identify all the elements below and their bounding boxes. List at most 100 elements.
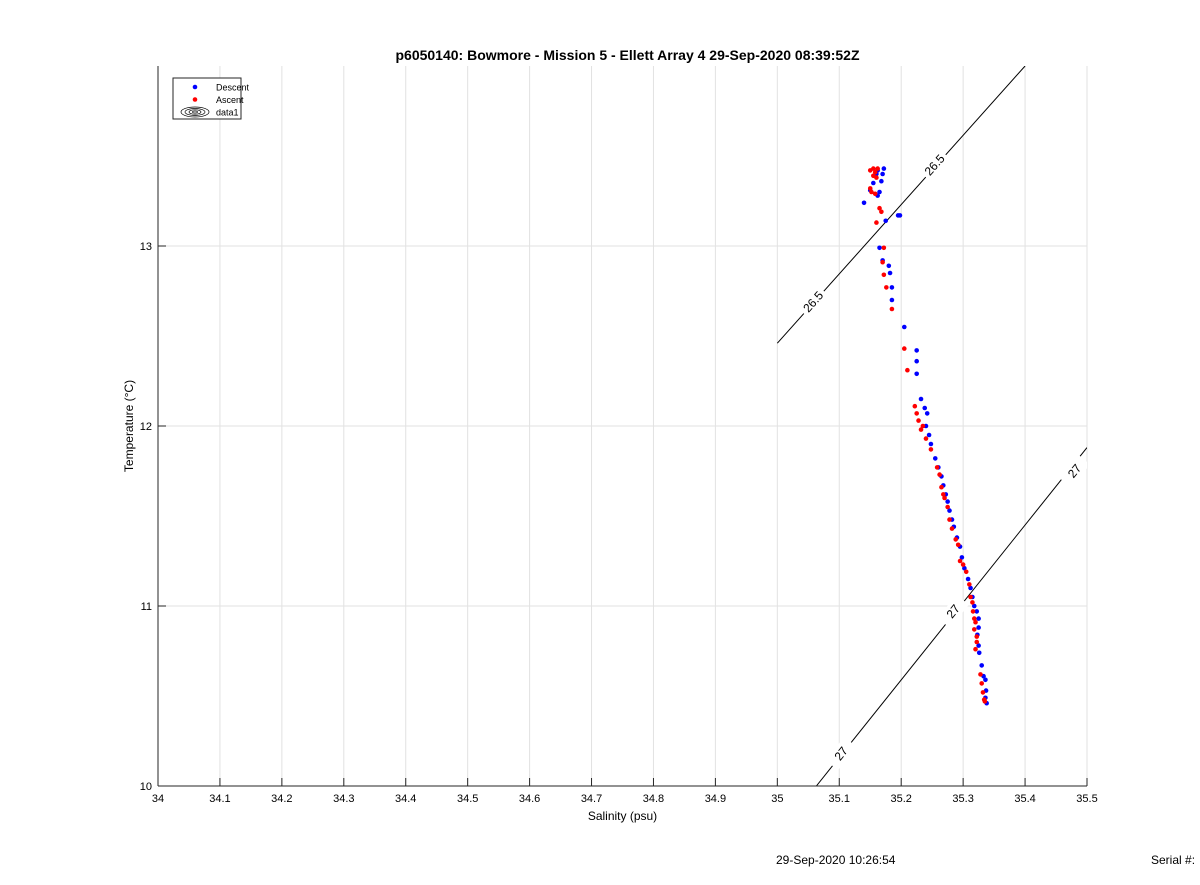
footer-timestamp: 29-Sep-2020 10:26:54 — [776, 853, 896, 867]
data-point-descent — [976, 625, 981, 630]
data-point-ascent — [881, 272, 887, 278]
legend-contour-icon — [192, 110, 198, 114]
x-tick-label: 35.3 — [952, 793, 973, 805]
data-point-ascent — [953, 537, 959, 542]
data-point-descent — [926, 432, 932, 438]
data-point-descent — [883, 218, 889, 224]
data-point-descent — [871, 180, 876, 186]
y-axis-label: Temperature (°C) — [122, 380, 136, 472]
isopycnal-label-bg — [825, 736, 857, 771]
data-point-ascent — [978, 672, 983, 677]
data-point-ascent — [914, 411, 919, 416]
data-point-ascent — [889, 306, 895, 312]
data-point-ascent — [918, 427, 924, 432]
x-tick-label: 34.1 — [209, 793, 230, 805]
data-point-ascent — [874, 220, 879, 225]
legend-contour-icon — [184, 108, 206, 116]
y-tick-label: 11 — [141, 601, 152, 613]
legend-contour-icon — [188, 109, 202, 115]
x-tick-label: 34.5 — [457, 793, 478, 805]
data-point-descent — [880, 171, 885, 177]
data-point-ascent — [871, 166, 876, 171]
data-point-descent — [962, 565, 967, 571]
isopycnal-label-bg — [1058, 454, 1087, 488]
data-point-descent — [976, 650, 982, 656]
x-tick-label: 34.7 — [581, 793, 602, 805]
data-point-descent — [879, 178, 884, 184]
isopycnal-label-bg — [797, 285, 830, 319]
data-point-descent — [886, 263, 892, 269]
data-point-descent — [983, 677, 988, 683]
data-point-ascent — [912, 403, 918, 409]
x-tick-label: 34.3 — [333, 793, 354, 805]
data-point-ascent — [979, 681, 985, 686]
data-point-ascent — [967, 582, 972, 587]
data-point-ascent — [869, 189, 874, 195]
isopycnal-label-bg — [918, 148, 951, 182]
data-point-ascent — [947, 517, 952, 522]
x-tick-label: 34.9 — [705, 793, 726, 805]
data-point-descent — [861, 200, 867, 206]
data-point-ascent — [955, 542, 961, 548]
data-point-ascent — [916, 418, 921, 423]
data-point-ascent — [884, 285, 889, 290]
data-point-descent — [924, 411, 930, 416]
data-point-descent — [877, 245, 882, 251]
data-point-ascent — [872, 169, 878, 175]
data-point-ascent — [957, 558, 963, 564]
legend-label-data1: data1 — [216, 108, 239, 118]
footer-serial-label: Serial #: — [1151, 853, 1196, 867]
data-point-ascent — [875, 166, 880, 171]
x-axis-label: Salinity (psu) — [588, 809, 657, 823]
data-point-ascent — [960, 562, 966, 567]
x-tick-label: 35.4 — [1014, 793, 1035, 805]
data-point-descent — [945, 499, 950, 504]
data-point-ascent — [923, 436, 929, 441]
legend-marker-descent — [192, 84, 198, 90]
data-point-ascent — [949, 526, 955, 531]
data-point-descent — [932, 456, 938, 461]
data-point-descent — [901, 324, 907, 330]
data-point-descent — [887, 270, 893, 276]
x-tick-label: 35.2 — [890, 793, 911, 805]
x-tick-label: 34.4 — [395, 793, 416, 805]
data-point-descent — [965, 576, 971, 582]
data-point-descent — [877, 189, 882, 195]
data-point-ascent — [968, 594, 973, 600]
y-tick-label: 13 — [140, 241, 152, 253]
x-tick-label: 34.6 — [519, 793, 540, 805]
data-point-descent — [968, 585, 973, 591]
data-point-ascent — [871, 173, 876, 179]
data-point-descent — [889, 297, 895, 303]
data-point-ascent — [941, 492, 946, 497]
data-point-ascent — [901, 346, 907, 351]
legend-label-ascent: Ascent — [216, 95, 244, 105]
data-point-ascent — [945, 504, 950, 510]
data-point-ascent — [867, 186, 873, 191]
data-point-descent — [974, 609, 980, 614]
data-point-ascent — [971, 627, 977, 632]
data-point-descent — [914, 358, 919, 364]
data-point-ascent — [974, 639, 980, 645]
data-point-ascent — [971, 616, 977, 621]
data-point-ascent — [970, 609, 976, 614]
data-point-ascent — [963, 569, 969, 575]
data-point-ascent — [879, 209, 884, 215]
x-tick-label: 34.2 — [271, 793, 292, 805]
data-point-ascent — [934, 465, 940, 470]
data-point-descent — [928, 441, 934, 447]
data-point-descent — [959, 555, 965, 560]
legend-contour-icon — [180, 106, 210, 118]
data-point-descent — [914, 371, 919, 377]
data-point-descent — [922, 405, 928, 411]
data-point-ascent — [881, 245, 887, 251]
chart-title: p6050140: Bowmore - Mission 5 - Ellett A… — [395, 47, 859, 63]
data-point-ascent — [928, 447, 934, 452]
x-tick-label: 35.1 — [829, 793, 850, 805]
data-point-ascent — [939, 484, 944, 490]
x-tick-label: 35 — [771, 793, 783, 805]
data-point-ascent — [937, 472, 942, 477]
data-point-ascent — [942, 495, 947, 501]
data-point-descent — [881, 166, 887, 171]
